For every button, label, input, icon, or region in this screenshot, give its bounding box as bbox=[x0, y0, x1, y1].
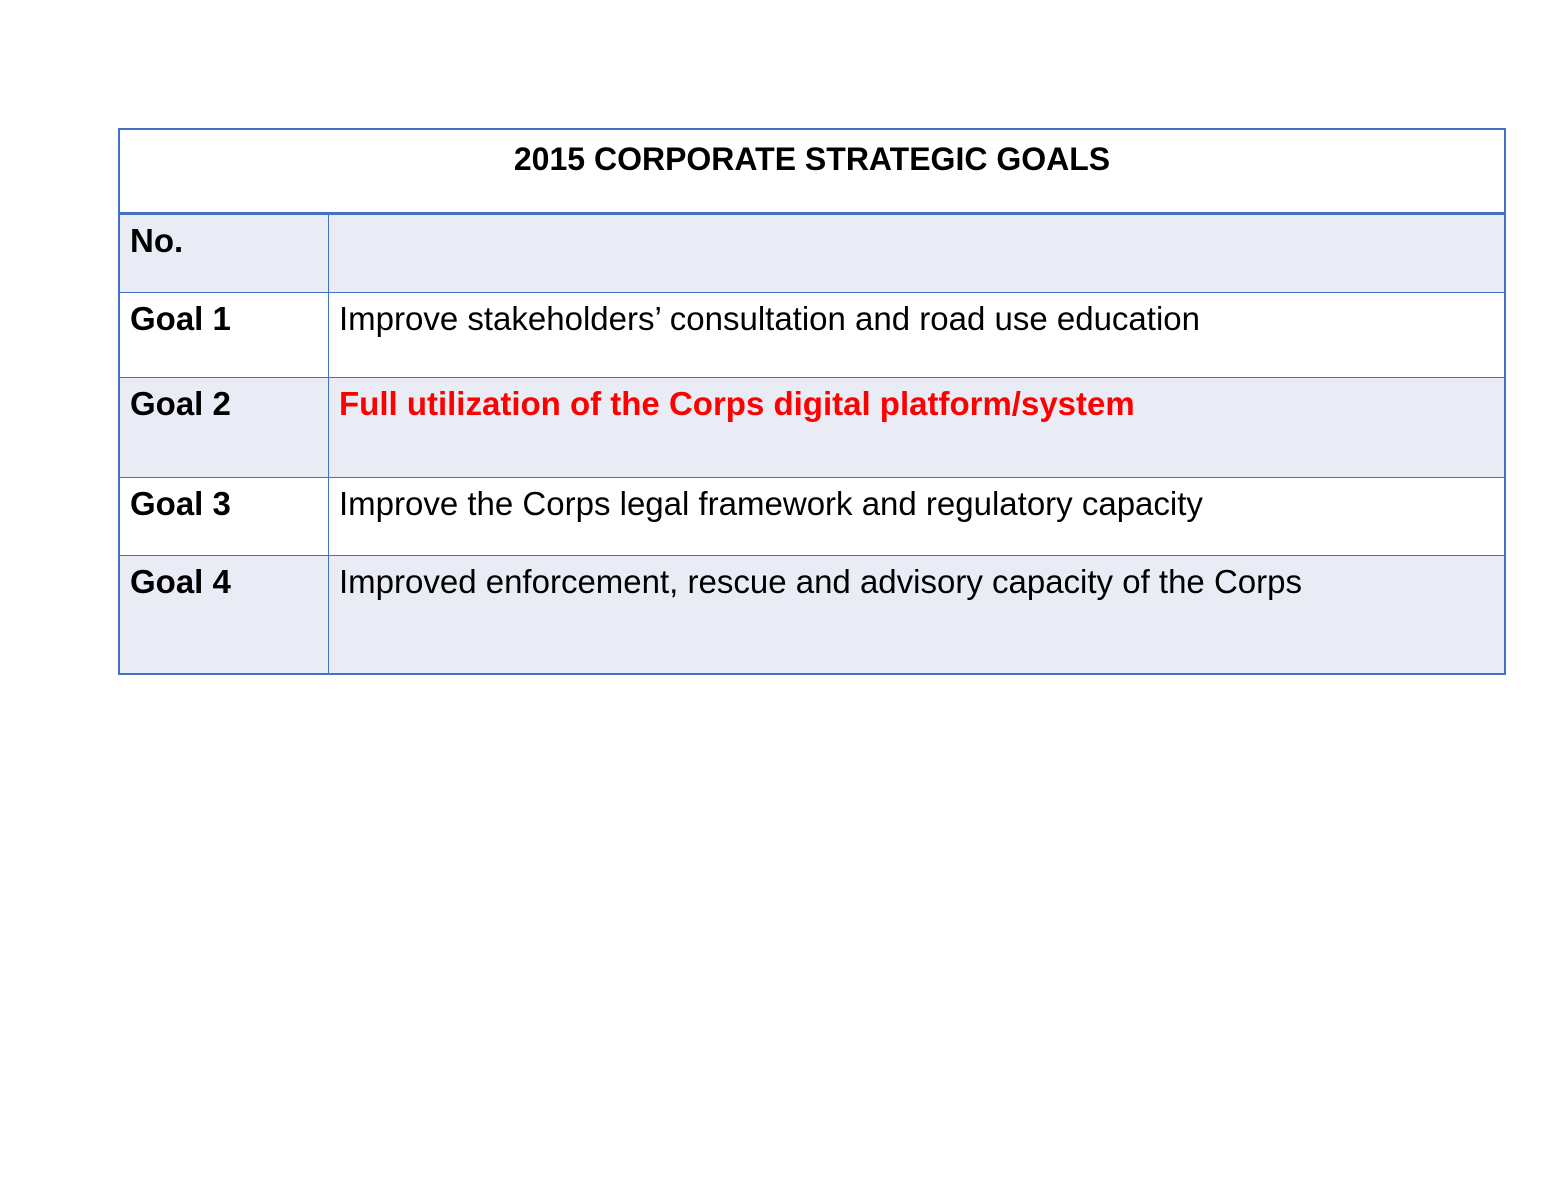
header-description bbox=[328, 213, 1506, 293]
header-no: No. bbox=[118, 213, 329, 293]
goal-description: Improve stakeholders’ consultation and r… bbox=[328, 292, 1506, 378]
goal-number: Goal 4 bbox=[118, 555, 329, 674]
goal-description-highlighted: Full utilization of the Corps digital pl… bbox=[328, 377, 1506, 478]
table-row: Goal 1 Improve stakeholders’ consultatio… bbox=[118, 292, 1506, 378]
table-header-row: No. bbox=[118, 213, 1506, 293]
strategic-goals-table: 2015 CORPORATE STRATEGIC GOALS No. Goal … bbox=[118, 128, 1506, 675]
table-row: Goal 3 Improve the Corps legal framework… bbox=[118, 477, 1506, 556]
goal-number: Goal 2 bbox=[118, 377, 329, 478]
goal-description: Improve the Corps legal framework and re… bbox=[328, 477, 1506, 556]
goal-description: Improved enforcement, rescue and advisor… bbox=[328, 555, 1506, 674]
table-title-row: 2015 CORPORATE STRATEGIC GOALS bbox=[118, 128, 1506, 215]
table-title: 2015 CORPORATE STRATEGIC GOALS bbox=[118, 128, 1506, 215]
table-row: Goal 2 Full utilization of the Corps dig… bbox=[118, 377, 1506, 478]
table-row: Goal 4 Improved enforcement, rescue and … bbox=[118, 555, 1506, 674]
goal-number: Goal 1 bbox=[118, 292, 329, 378]
goal-number: Goal 3 bbox=[118, 477, 329, 556]
